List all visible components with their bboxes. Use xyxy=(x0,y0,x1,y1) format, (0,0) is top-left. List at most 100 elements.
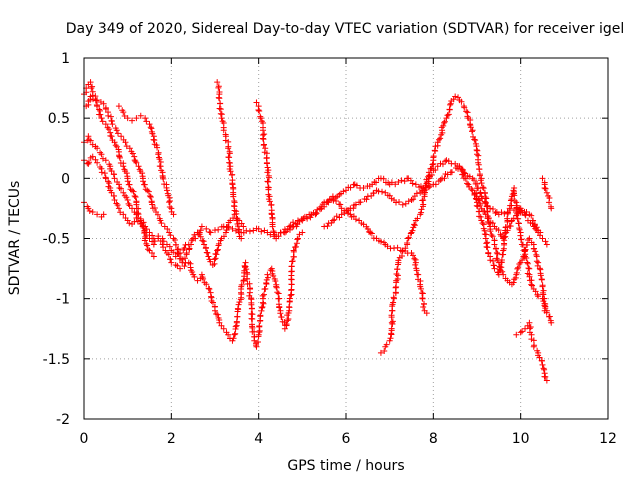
data-point-interp xyxy=(476,208,483,215)
data-point-interp xyxy=(352,201,359,208)
data-point-interp xyxy=(166,204,173,211)
data-point xyxy=(205,253,212,260)
data-point-interp xyxy=(200,275,207,282)
data-point xyxy=(94,145,101,152)
data-point-interp xyxy=(265,174,272,181)
data-point-interp xyxy=(226,154,233,161)
data-point-interp xyxy=(540,291,547,298)
data-point xyxy=(530,223,537,230)
data-point-interp xyxy=(352,216,359,223)
data-point-interp xyxy=(392,181,399,188)
data-point-interp xyxy=(238,281,245,288)
data-point xyxy=(299,229,306,236)
data-point-interp xyxy=(418,285,425,292)
data-point-interp xyxy=(479,220,486,227)
data-point-interp xyxy=(498,209,505,216)
data-point-interp xyxy=(124,178,131,185)
data-point-interp xyxy=(515,209,522,216)
data-point xyxy=(212,307,218,314)
data-point-interp xyxy=(126,202,133,209)
data-point xyxy=(122,139,129,146)
data-point xyxy=(513,331,520,338)
data-point-interp xyxy=(204,249,211,256)
data-point-interp xyxy=(505,209,512,216)
data-point xyxy=(220,325,227,332)
data-point-interp xyxy=(123,170,130,177)
data-point-interp xyxy=(216,95,223,102)
data-point xyxy=(155,151,162,158)
data-point-interp xyxy=(140,224,147,231)
data-point-interp xyxy=(432,181,439,188)
data-point-interp xyxy=(486,220,493,227)
data-point xyxy=(338,211,345,218)
data-point-interp xyxy=(529,282,536,289)
data-point-interp xyxy=(536,265,543,272)
data-point xyxy=(225,331,232,338)
data-point-interp xyxy=(409,180,416,187)
data-point xyxy=(157,217,164,224)
data-point-interp xyxy=(495,227,502,234)
data-point xyxy=(214,247,221,254)
data-point xyxy=(229,225,236,232)
data-point xyxy=(548,205,555,212)
data-point-interp xyxy=(135,211,142,218)
data-point-interp xyxy=(528,212,535,219)
data-point-interp xyxy=(160,175,167,182)
data-point-interp xyxy=(286,295,293,302)
data-point-interp xyxy=(420,197,427,204)
data-point xyxy=(207,229,214,236)
data-point xyxy=(229,181,236,188)
data-point xyxy=(513,199,520,206)
data-point-interp xyxy=(141,237,148,244)
data-point-interp xyxy=(317,206,324,213)
data-point-interp xyxy=(272,277,279,284)
data-point-interp xyxy=(191,231,198,238)
data-point-interp xyxy=(211,256,218,263)
data-point-interp xyxy=(485,250,492,257)
data-point-interp xyxy=(241,262,248,269)
data-point-interp xyxy=(412,261,419,268)
data-point-interp xyxy=(265,178,272,185)
data-point-interp xyxy=(123,143,130,150)
y-tick-label: 0 xyxy=(61,171,70,187)
data-point-interp xyxy=(166,198,173,205)
data-point-interp xyxy=(524,259,531,266)
data-point-interp xyxy=(540,365,547,372)
data-point-interp xyxy=(166,243,173,250)
data-point xyxy=(115,205,122,212)
data-point xyxy=(329,193,336,200)
data-point-interp xyxy=(250,227,257,234)
data-point-interp xyxy=(141,181,148,188)
data-point xyxy=(214,79,221,86)
data-point-interp xyxy=(429,161,436,168)
data-point xyxy=(443,115,450,122)
data-point-interp xyxy=(285,316,292,323)
data-point xyxy=(85,205,92,212)
data-point xyxy=(388,319,395,326)
data-point xyxy=(159,235,166,242)
data-point-interp xyxy=(216,105,223,112)
data-point-interp xyxy=(182,255,189,262)
data-point-interp xyxy=(108,189,115,196)
data-point-interp xyxy=(215,240,222,247)
data-point xyxy=(129,117,136,124)
data-point xyxy=(98,151,105,158)
data-point-interp xyxy=(257,312,264,319)
data-point-interp xyxy=(230,193,237,200)
data-point-interp xyxy=(418,188,425,195)
y-tick-label: -2 xyxy=(56,412,70,428)
data-point-interp xyxy=(411,222,418,229)
data-point-interp xyxy=(258,304,265,311)
data-point-interp xyxy=(441,118,448,125)
data-point-interp xyxy=(430,153,437,160)
data-point-interp xyxy=(268,202,275,209)
data-point xyxy=(111,196,118,203)
data-point-interp xyxy=(471,136,478,143)
data-point-interp xyxy=(350,205,357,212)
data-point-interp xyxy=(454,162,461,169)
data-point xyxy=(225,145,232,152)
data-point-interp xyxy=(129,150,136,157)
data-point-interp xyxy=(383,341,390,348)
data-point-interp xyxy=(484,244,491,251)
data-point-interp xyxy=(140,178,147,185)
